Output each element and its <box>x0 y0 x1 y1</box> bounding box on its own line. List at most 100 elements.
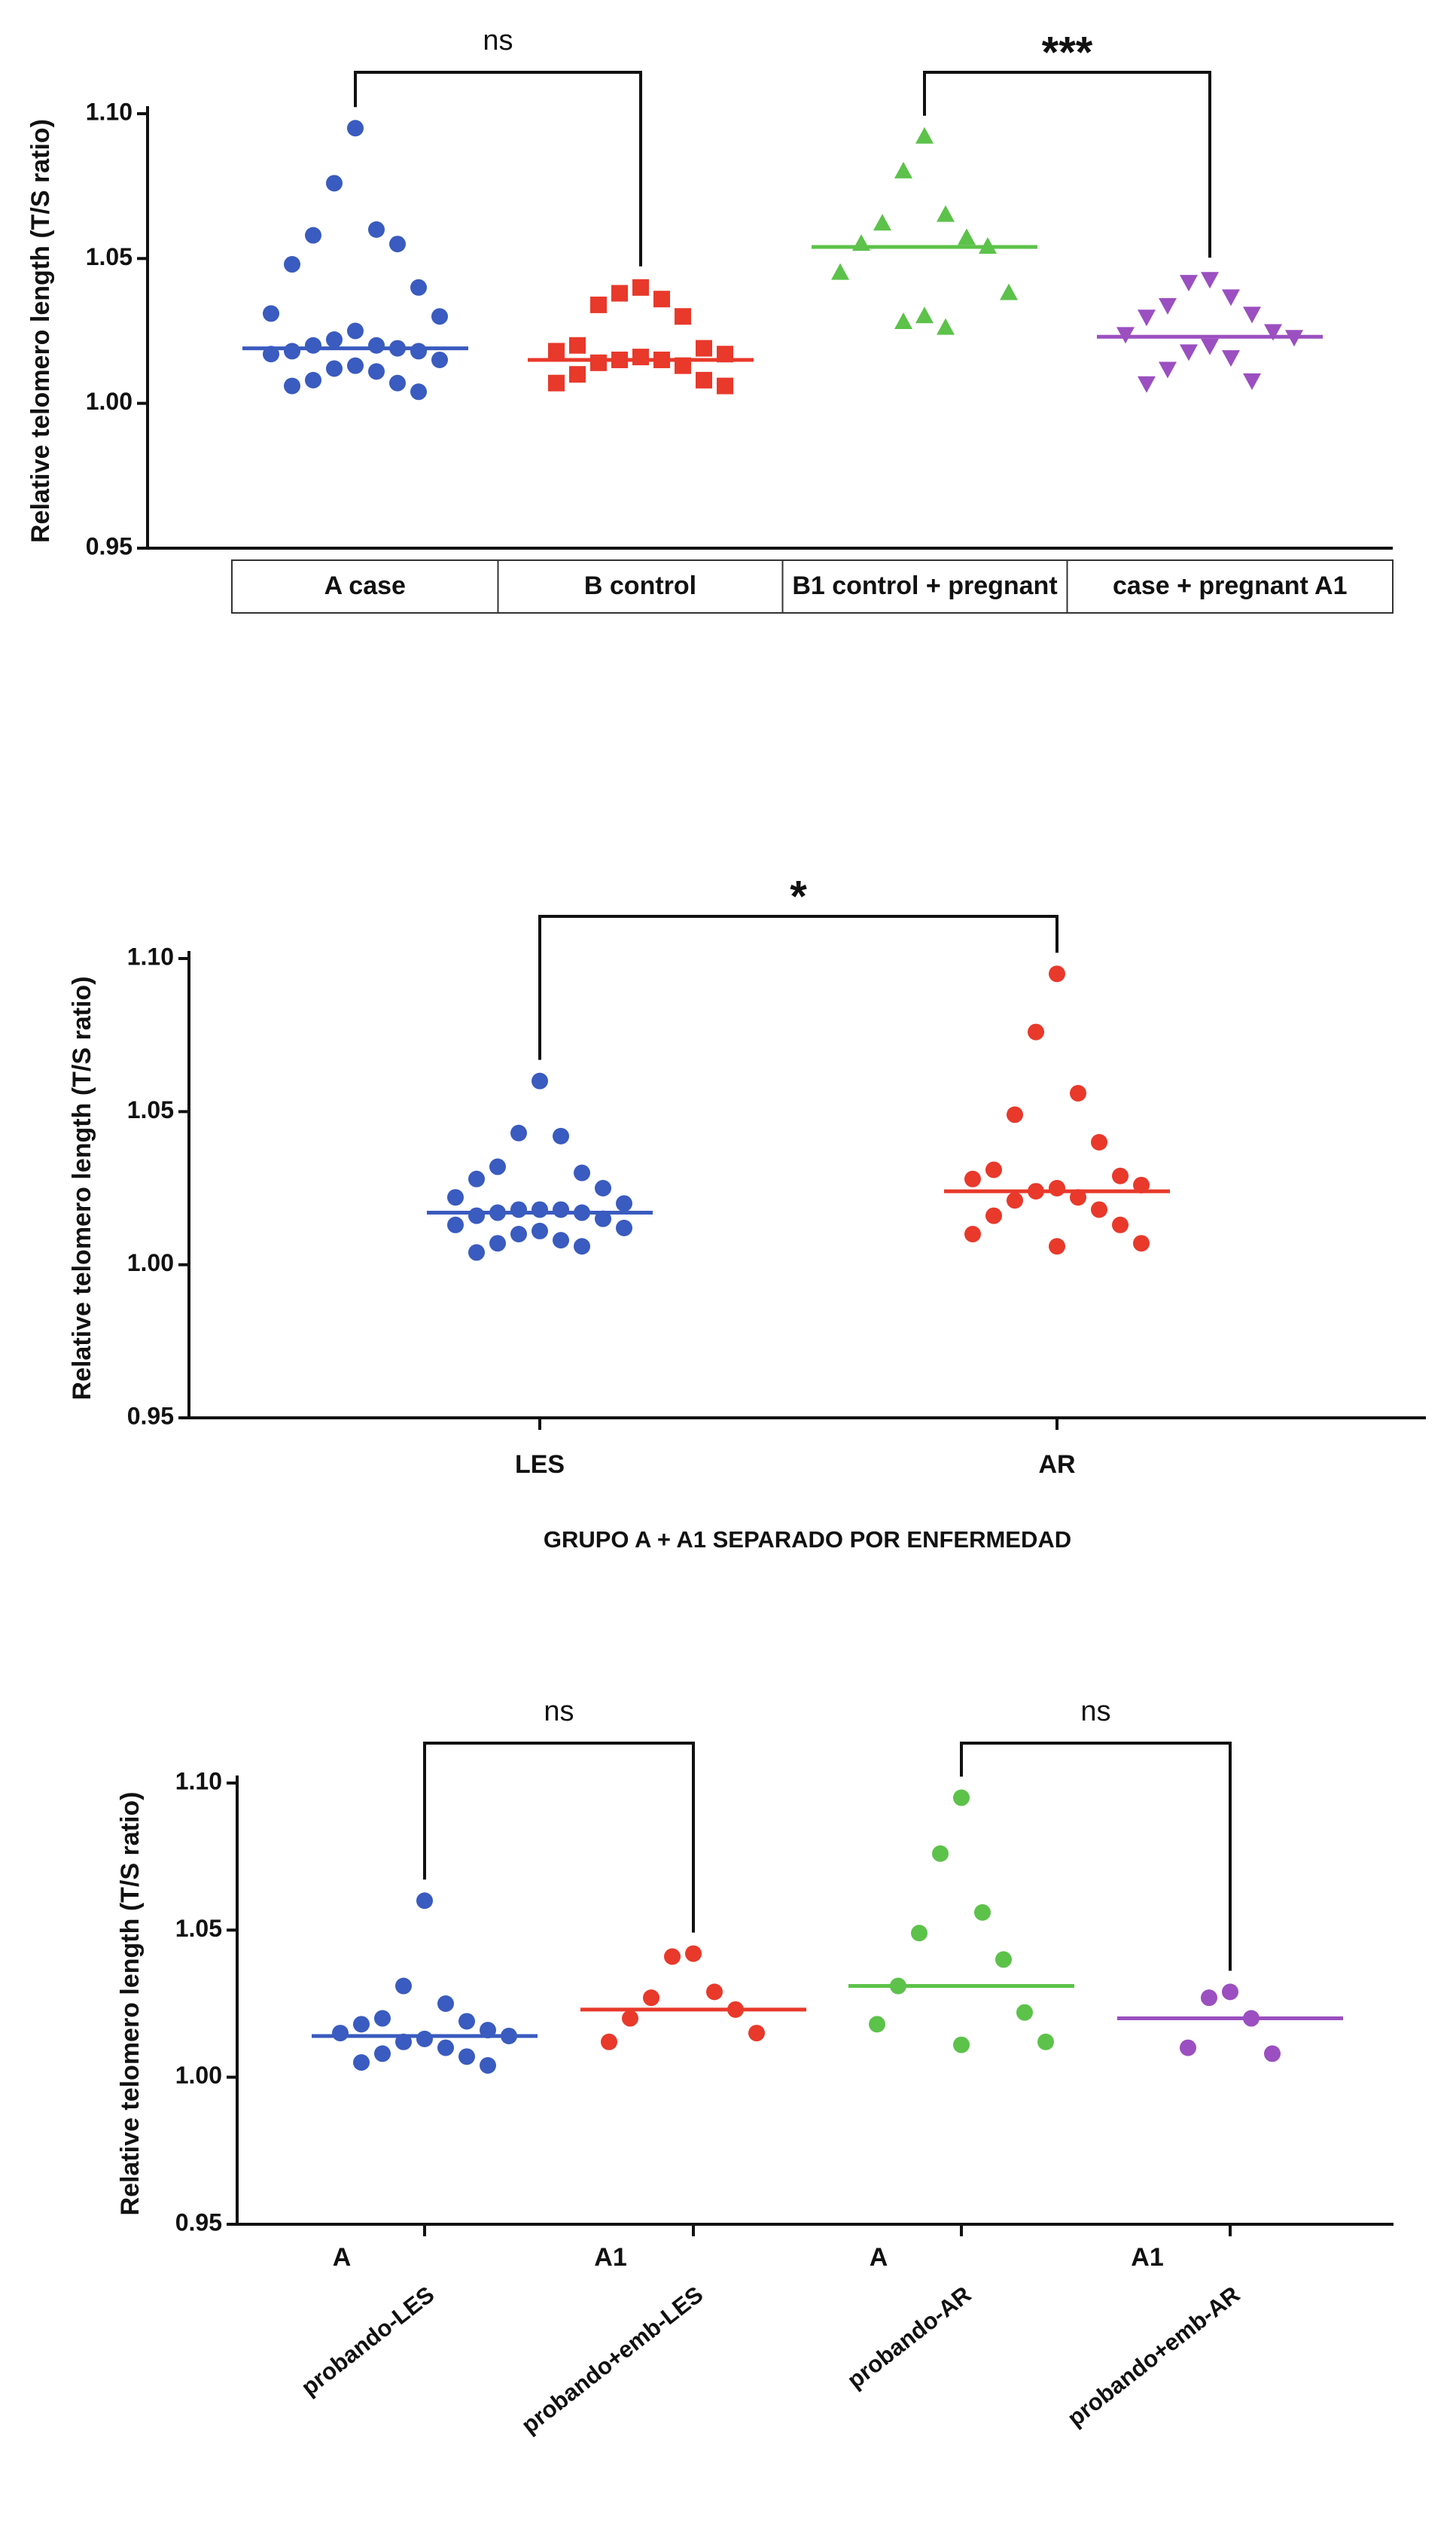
data-point <box>305 337 321 354</box>
data-point <box>548 374 565 392</box>
y-tick-label: 0.95 <box>86 532 133 559</box>
data-point <box>532 1201 548 1218</box>
data-point <box>632 349 649 366</box>
data-point <box>595 1180 611 1196</box>
significance-label: ns <box>1080 1696 1110 1727</box>
data-point <box>611 351 628 368</box>
data-point <box>915 126 934 144</box>
data-point <box>616 1219 632 1236</box>
significance-bracket <box>960 1742 1232 1971</box>
significance-label: * <box>790 872 807 921</box>
data-point <box>1159 361 1177 379</box>
data-point <box>937 318 955 335</box>
x-tick-label: B1 control + pregnant <box>792 572 1057 600</box>
data-point <box>675 308 691 325</box>
data-point <box>347 120 364 137</box>
data-point <box>532 1072 548 1090</box>
data-point <box>1222 350 1240 367</box>
group-label: A1 <box>1131 2243 1163 2272</box>
data-point <box>553 1232 569 1249</box>
data-point <box>611 285 628 302</box>
data-point <box>368 221 385 238</box>
data-point <box>574 1164 590 1181</box>
data-point <box>964 1170 981 1187</box>
data-point <box>717 346 733 363</box>
data-point <box>574 1204 590 1221</box>
data-point <box>447 1189 464 1206</box>
y-tick-label: 1.05 <box>86 243 133 270</box>
significance-bracket <box>354 71 642 267</box>
data-point <box>974 1903 991 1921</box>
data-point <box>510 1226 527 1242</box>
data-point <box>347 322 364 340</box>
x-tick-label: probando+emb-AR <box>1062 2281 1244 2431</box>
data-point <box>1201 338 1219 355</box>
data-point <box>437 2039 454 2056</box>
data-point <box>1000 283 1018 300</box>
data-point <box>410 279 427 296</box>
data-point <box>353 2016 370 2033</box>
x-tick-label: probando+emb-LES <box>516 2281 708 2438</box>
data-point <box>431 351 448 368</box>
significance-bracket <box>538 915 1058 1060</box>
significance-label: ns <box>544 1696 574 1727</box>
data-point <box>553 1127 569 1145</box>
data-point <box>717 377 733 395</box>
data-point <box>985 1161 1002 1178</box>
data-point <box>894 312 912 329</box>
y-axis-title: Relative telomero length (T/S ratio) <box>116 1792 145 2216</box>
data-point <box>696 371 712 389</box>
x-tick-label: probando-LES <box>297 2281 440 2400</box>
data-point <box>553 1201 569 1218</box>
data-point <box>932 1845 949 1862</box>
data-point <box>1091 1201 1107 1218</box>
x-tick-label: probando-AR <box>842 2281 976 2394</box>
data-point <box>1222 289 1240 306</box>
data-point <box>995 1951 1012 1968</box>
significance-label: *** <box>1042 28 1093 77</box>
data-point <box>1112 1167 1129 1184</box>
data-point <box>622 2010 638 2027</box>
data-point <box>284 377 300 395</box>
data-point <box>374 2010 391 2027</box>
data-point <box>1016 2004 1033 2021</box>
data-point <box>953 2036 970 2053</box>
data-point <box>964 1226 981 1242</box>
data-point <box>1180 344 1198 361</box>
data-point <box>1285 330 1303 347</box>
data-point <box>416 1892 433 1910</box>
data-point <box>632 279 649 296</box>
data-point <box>480 2057 496 2074</box>
data-point <box>590 354 607 371</box>
y-axis-title: Relative telomero length (T/S ratio) <box>26 119 55 543</box>
data-point <box>416 2030 433 2047</box>
data-point <box>915 306 934 324</box>
x-tick-label: B control <box>584 572 696 600</box>
data-point <box>347 357 364 374</box>
y-tick-label: 1.10 <box>86 98 133 125</box>
data-point <box>389 236 406 253</box>
chart: Relative telomero length (T/S ratio) 0.95… <box>26 25 1394 614</box>
data-point <box>353 2054 370 2071</box>
data-point <box>979 236 997 254</box>
data-point <box>332 2025 349 2042</box>
data-point <box>263 346 279 363</box>
data-point <box>368 337 385 354</box>
data-point <box>1070 1084 1086 1102</box>
data-point <box>831 263 849 280</box>
data-point <box>1180 2039 1196 2056</box>
y-tick-label: 1.00 <box>175 2062 222 2089</box>
data-point <box>410 383 427 401</box>
data-point <box>489 1158 506 1175</box>
data-point <box>1201 1989 1217 2007</box>
data-point <box>447 1216 464 1233</box>
data-point <box>389 340 406 357</box>
data-point <box>1007 1106 1023 1123</box>
data-point <box>1049 1238 1065 1255</box>
data-point <box>1264 324 1282 341</box>
data-point <box>653 291 670 308</box>
data-point <box>263 305 279 322</box>
y-tick-label: 1.10 <box>175 1767 222 1794</box>
